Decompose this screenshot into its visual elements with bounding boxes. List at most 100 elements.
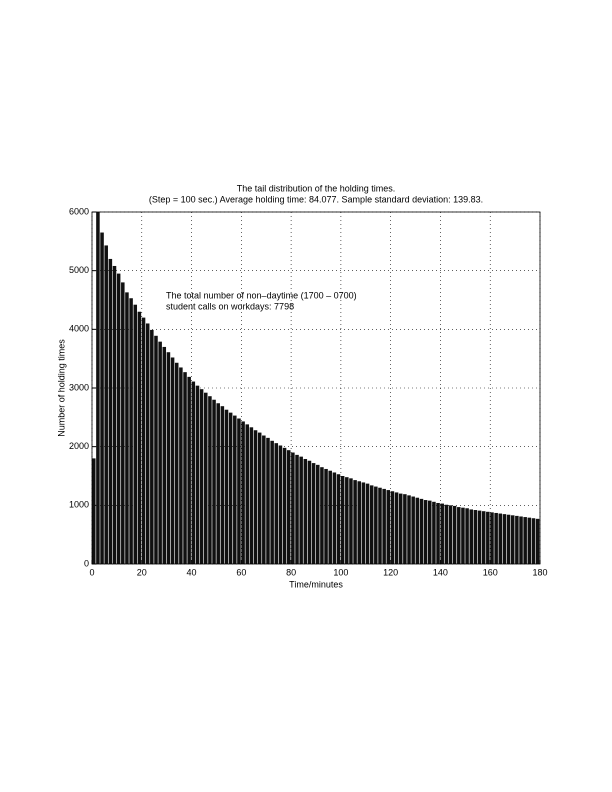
bar	[100, 232, 104, 565]
chart-subtitle: (Step = 100 sec.) Average holding time: …	[149, 194, 483, 204]
bar	[183, 372, 187, 564]
x-axis-label: Time/minutes	[289, 579, 343, 589]
bar	[398, 493, 403, 564]
y-tick-label: 3000	[69, 382, 89, 392]
bar	[494, 512, 498, 564]
bar	[141, 317, 146, 564]
bar	[515, 515, 519, 564]
bar	[336, 474, 341, 564]
bar	[353, 480, 357, 564]
bar	[125, 292, 129, 564]
bar	[162, 346, 167, 564]
bar	[233, 415, 237, 564]
bar	[345, 477, 349, 564]
x-tick-label: 100	[333, 567, 348, 577]
bar	[415, 497, 420, 564]
bar	[282, 447, 287, 564]
bar	[145, 323, 150, 564]
plot-frame	[91, 211, 541, 565]
bar	[357, 481, 362, 564]
bar	[523, 517, 527, 564]
bar	[477, 510, 482, 564]
annotation: The total number of non–daytime (1700 – …	[166, 290, 357, 300]
x-tick-label: 60	[236, 567, 246, 577]
bar	[286, 450, 291, 564]
bar	[469, 509, 474, 564]
bar	[419, 498, 424, 564]
bar	[423, 500, 428, 564]
bar	[129, 298, 133, 564]
x-tick-label: 140	[433, 567, 448, 577]
bar	[216, 403, 220, 564]
bar	[187, 376, 191, 564]
bar	[320, 467, 324, 564]
bar	[481, 511, 486, 564]
bar	[291, 452, 295, 564]
y-axis-label: Number of holding times	[56, 339, 66, 437]
bar	[220, 406, 225, 564]
bar	[374, 486, 378, 564]
bar	[92, 458, 96, 564]
bar	[199, 389, 204, 564]
bar	[407, 495, 411, 564]
bar	[452, 505, 457, 564]
bar	[112, 265, 117, 564]
bar	[108, 258, 113, 564]
bar	[237, 418, 241, 564]
bar	[365, 483, 370, 564]
bar	[440, 503, 444, 564]
bar	[154, 335, 158, 564]
bar	[531, 518, 536, 564]
x-tick-label: 180	[532, 567, 547, 577]
bar	[96, 212, 100, 564]
bar	[179, 367, 183, 564]
y-tick-label: 6000	[69, 206, 89, 216]
bar	[436, 502, 440, 564]
bar	[137, 311, 142, 564]
bar	[457, 507, 461, 564]
bar	[249, 427, 254, 564]
x-tick-label: 120	[383, 567, 398, 577]
bar	[150, 329, 154, 564]
x-tick-label: 160	[483, 567, 498, 577]
bar	[386, 490, 391, 564]
y-tick-label: 0	[84, 558, 89, 568]
bar	[274, 443, 279, 564]
bar	[228, 412, 233, 564]
bar	[311, 463, 316, 564]
bar	[270, 440, 274, 564]
bar	[340, 476, 345, 564]
bar	[428, 500, 432, 564]
bar	[510, 515, 515, 564]
bar	[328, 470, 332, 564]
bar	[307, 460, 312, 564]
bar	[473, 510, 478, 564]
y-tick-label: 1000	[69, 500, 89, 510]
bar	[432, 501, 436, 564]
bar	[349, 478, 353, 564]
bar	[390, 491, 395, 564]
chart-title: The tail distribution of the holding tim…	[237, 183, 396, 193]
x-tick-label: 20	[137, 567, 147, 577]
bar	[195, 385, 200, 564]
bar	[502, 514, 507, 564]
annotation: student calls on workdays: 7798	[166, 301, 294, 311]
bar	[490, 512, 494, 564]
bar	[224, 409, 229, 564]
y-tick-label: 2000	[69, 441, 89, 451]
bar	[535, 518, 540, 564]
y-tick-label: 4000	[69, 324, 89, 334]
bar	[332, 472, 337, 564]
bar	[241, 421, 245, 564]
bar	[257, 432, 262, 564]
bar	[394, 492, 399, 564]
bar	[278, 445, 283, 564]
bar	[498, 513, 503, 564]
bar	[461, 507, 465, 564]
bar	[191, 381, 196, 564]
bar	[361, 482, 366, 564]
bar	[527, 517, 532, 564]
bar	[506, 514, 511, 564]
bar	[212, 399, 216, 564]
